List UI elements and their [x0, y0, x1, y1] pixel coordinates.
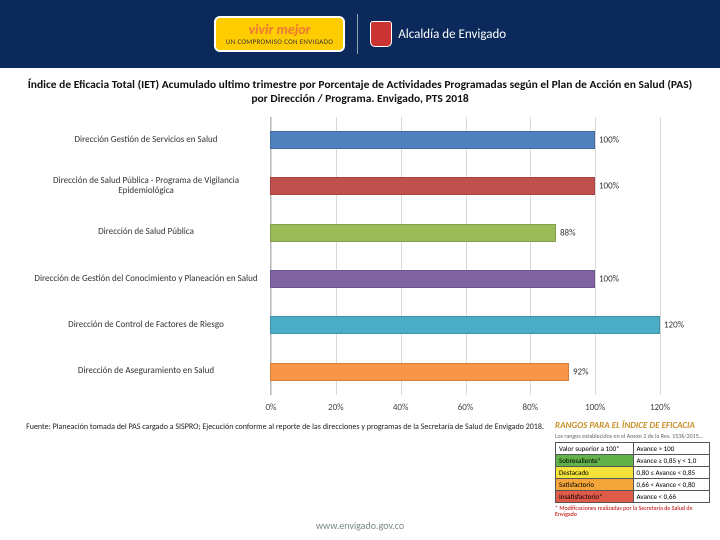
- chart-title: Índice de Eficacia Total (IET) Acumulado…: [0, 68, 720, 113]
- bar-track: 100%: [270, 270, 660, 288]
- x-tick-label: 120%: [650, 402, 670, 413]
- legend-cell-label: Satisfactorio: [556, 478, 634, 490]
- gridline: [660, 117, 661, 395]
- legend-note: Los rangos establecidos en el Anexo 2 de…: [555, 433, 710, 440]
- x-tick-label: 60%: [458, 402, 474, 413]
- legend-cell-label: Insatisfactorio*: [556, 490, 634, 502]
- chart-row: Dirección de Control de Factores de Ries…: [30, 302, 660, 348]
- logo-sub: UN COMPROMISO CON ENVIGADO: [226, 38, 333, 46]
- legend-cell-label: Valor superior a 100*: [556, 442, 634, 454]
- alcaldia-label: Alcaldía de Envigado: [370, 21, 506, 47]
- x-tick-label: 100%: [585, 402, 605, 413]
- bar-track: 88%: [270, 224, 660, 242]
- legend-title: RANGOS PARA EL ÍNDICE DE EFICACIA: [555, 420, 710, 431]
- bar: [270, 224, 556, 242]
- bar: [270, 363, 569, 381]
- header-band: vivir mejor UN COMPROMISO CON ENVIGADO A…: [0, 0, 720, 68]
- legend-cell-range: 0,80 ≤ Avance < 0,85: [633, 466, 709, 478]
- category-label: Dirección de Gestión del Conocimiento y …: [30, 274, 270, 284]
- x-tick-label: 0%: [266, 402, 277, 413]
- header-divider: [357, 14, 358, 54]
- value-label: 100%: [599, 273, 619, 284]
- legend-table: Valor superior a 100*Avance > 100Sobresa…: [555, 442, 710, 503]
- bar: [270, 270, 595, 288]
- value-label: 100%: [599, 134, 619, 145]
- chart-row: Dirección de Gestión del Conocimiento y …: [30, 256, 660, 302]
- logo-vivir-mejor: vivir mejor UN COMPROMISO CON ENVIGADO: [214, 16, 345, 51]
- bar-track: 100%: [270, 131, 660, 149]
- chart-row: Dirección de Aseguramiento en Salud 92%: [30, 348, 660, 394]
- category-label: Dirección de Salud Pública - Programa de…: [30, 176, 270, 197]
- bar: [270, 316, 660, 334]
- footer-url: www.envigado.gov.co: [0, 519, 720, 532]
- bar-track: 92%: [270, 363, 660, 381]
- value-label: 88%: [560, 227, 576, 238]
- bar: [270, 131, 595, 149]
- category-label: Dirección de Control de Factores de Ries…: [30, 320, 270, 330]
- bar-track: 120%: [270, 316, 660, 334]
- chart: 0% 20% 40% 60% 80% 100% 120% Dirección Gestión…: [30, 117, 690, 417]
- legend: RANGOS PARA EL ÍNDICE DE EFICACIA Los ra…: [555, 420, 710, 518]
- chart-row: Dirección Gestión de Servicios en Salud 1…: [30, 117, 660, 163]
- legend-cell-range: Avance ≥ 0,85 y < 1,0: [633, 454, 709, 466]
- chart-row: Dirección de Salud Pública 88%: [30, 209, 660, 255]
- legend-cell-range: Avance < 0,66: [633, 490, 709, 502]
- x-tick-label: 80%: [523, 402, 539, 413]
- legend-cell-label: Sobresaliente*: [556, 454, 634, 466]
- value-label: 120%: [664, 320, 684, 331]
- legend-footnote: * Modificaciones realizadas por la Secre…: [555, 505, 710, 518]
- logo-top: vivir mejor: [226, 22, 333, 37]
- legend-cell-label: Destacado: [556, 466, 634, 478]
- category-label: Dirección de Salud Pública: [30, 227, 270, 237]
- value-label: 92%: [573, 366, 589, 377]
- alcaldia-text: Alcaldía de Envigado: [398, 27, 506, 42]
- category-label: Dirección de Aseguramiento en Salud: [30, 366, 270, 376]
- value-label: 100%: [599, 181, 619, 192]
- shield-icon: [370, 21, 392, 47]
- x-tick-label: 20%: [328, 402, 344, 413]
- legend-cell-range: Avance > 100: [633, 442, 709, 454]
- bar: [270, 177, 595, 195]
- chart-row: Dirección de Salud Pública - Programa de…: [30, 163, 660, 209]
- x-tick-label: 40%: [393, 402, 409, 413]
- bar-track: 100%: [270, 177, 660, 195]
- legend-cell-range: 0,66 < Avance < 0,80: [633, 478, 709, 490]
- category-label: Dirección Gestión de Servicios en Salud: [30, 135, 270, 145]
